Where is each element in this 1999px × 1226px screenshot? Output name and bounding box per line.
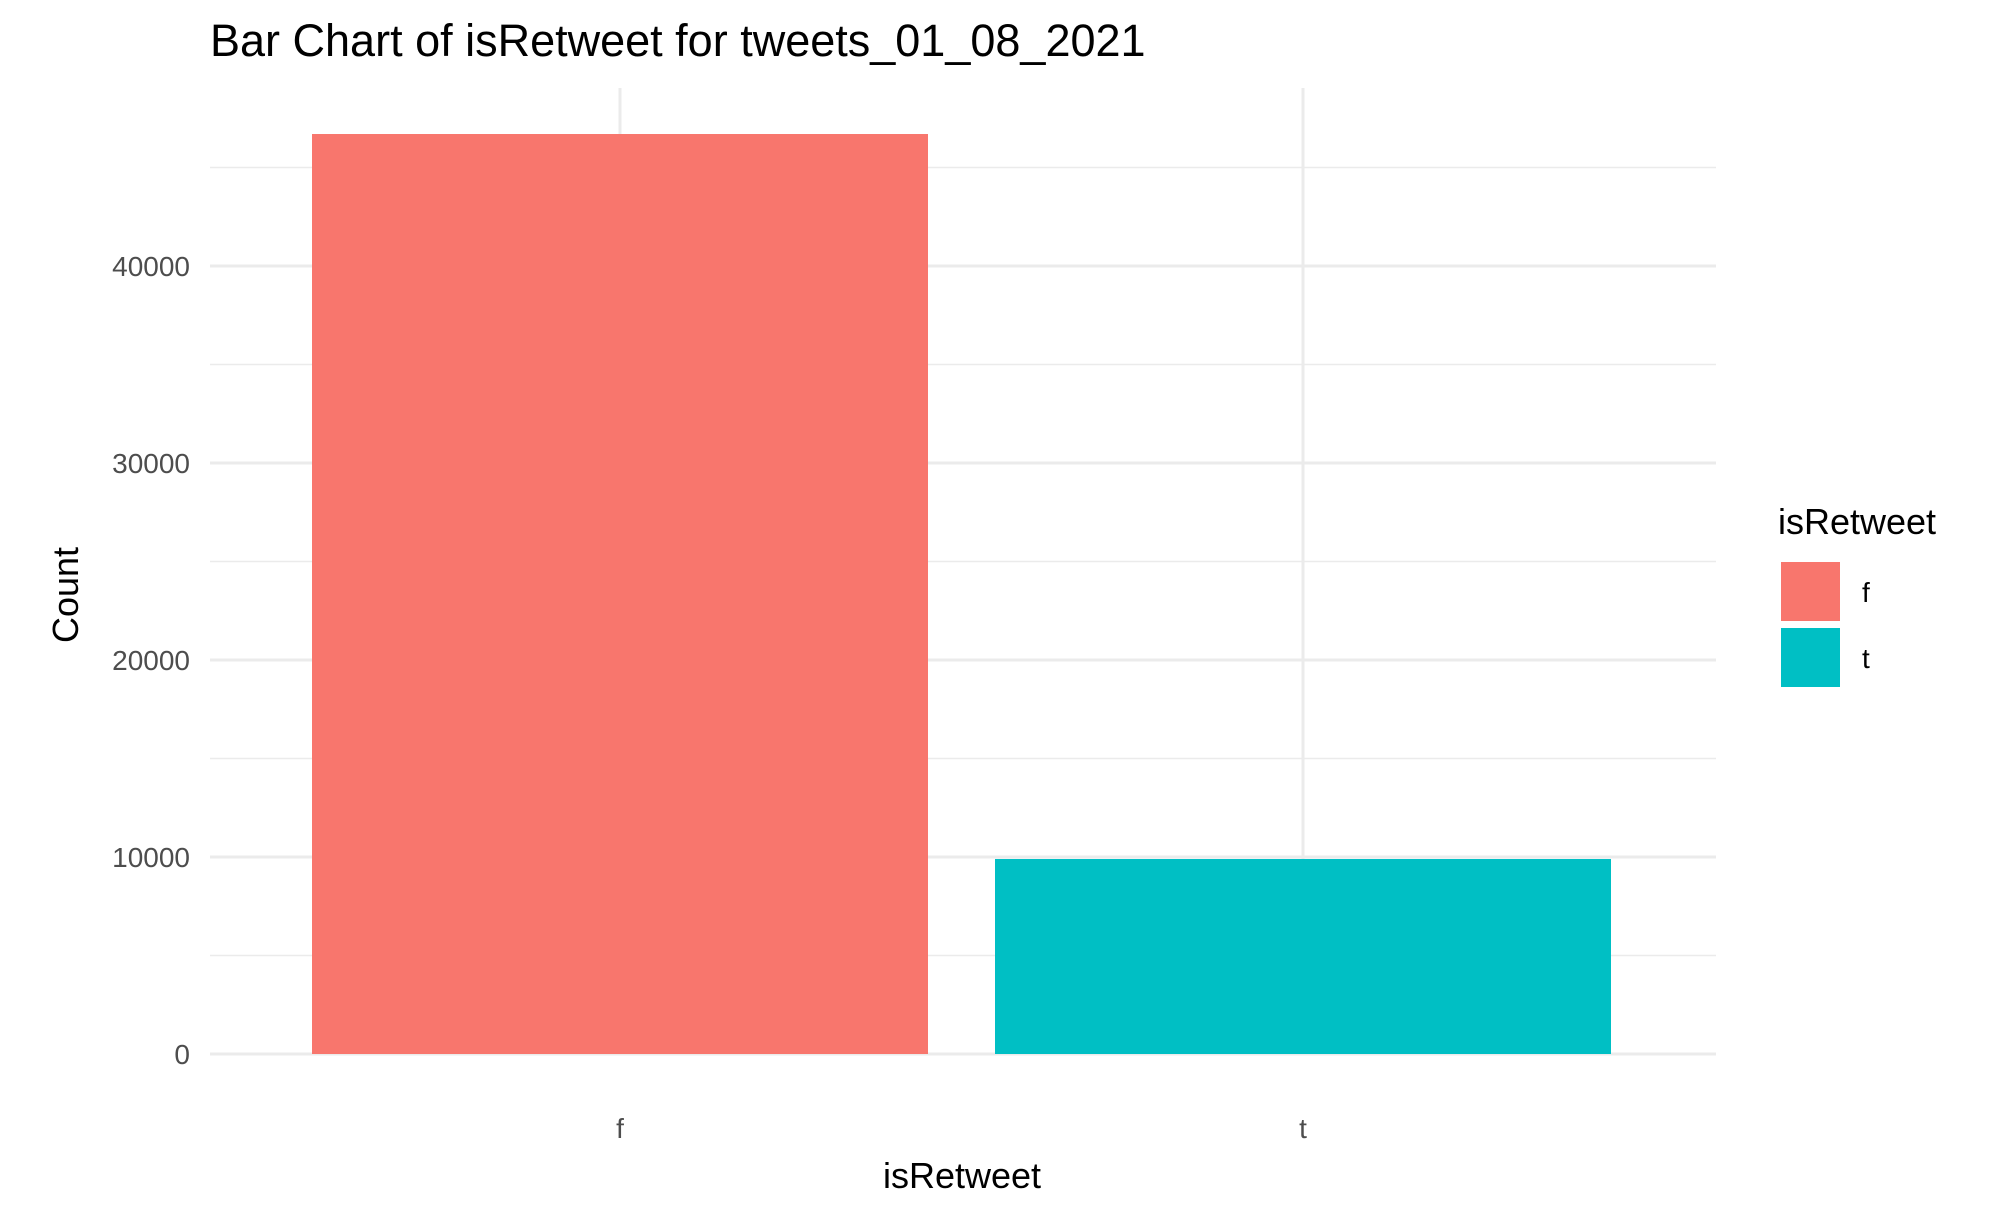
legend-label-f: f (1862, 577, 1870, 608)
y-axis-title: Count (45, 547, 86, 643)
y-tick-label: 40000 (112, 251, 190, 282)
legend-key-t (1781, 628, 1840, 687)
x-axis-title: isRetweet (883, 1155, 1041, 1196)
y-axis-ticks: 0 10000 20000 30000 40000 (112, 251, 190, 1070)
x-tick-label: t (1299, 1113, 1307, 1144)
y-tick-label: 10000 (112, 842, 190, 873)
legend-title: isRetweet (1778, 501, 1936, 542)
y-tick-label: 20000 (112, 645, 190, 676)
chart-title: Bar Chart of isRetweet for tweets_01_08_… (210, 15, 1146, 66)
x-tick-label: f (616, 1113, 624, 1144)
legend-items: ft (1781, 562, 1870, 687)
legend: isRetweet ft (1778, 501, 1936, 687)
y-tick-label: 30000 (112, 448, 190, 479)
legend-key-f (1781, 562, 1840, 621)
y-tick-label: 0 (174, 1039, 190, 1070)
bar-t (995, 858, 1611, 1054)
bars (312, 134, 1611, 1054)
legend-label-t: t (1862, 643, 1870, 674)
bar-f (312, 134, 928, 1054)
